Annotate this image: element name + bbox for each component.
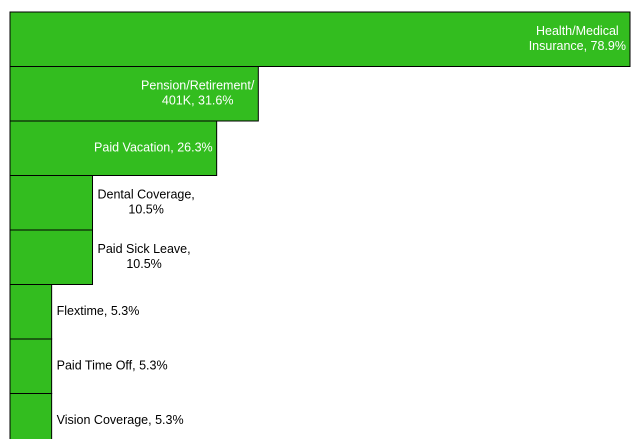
data-label: Vision Coverage, 5.3% — [57, 413, 184, 427]
bar — [9, 11, 631, 67]
bar — [9, 66, 259, 122]
data-label: Paid Vacation, 26.3% — [94, 141, 213, 155]
bar — [9, 393, 53, 439]
bar — [9, 120, 218, 176]
data-label: Paid Sick Leave, — [98, 242, 191, 256]
bar — [9, 338, 53, 394]
data-label: Health/Medical — [536, 24, 619, 38]
data-label: Insurance, 78.9% — [529, 39, 626, 53]
data-label: 401K, 31.6% — [162, 94, 234, 108]
bar — [9, 229, 94, 285]
data-label: Pension/Retirement/ — [141, 79, 255, 93]
data-label: Dental Coverage, — [98, 188, 195, 202]
data-label: Flextime, 5.3% — [57, 304, 140, 318]
bar — [9, 284, 53, 340]
data-label: 10.5% — [128, 203, 163, 217]
bar — [9, 175, 94, 231]
data-label: Paid Time Off, 5.3% — [57, 359, 168, 373]
data-label: 10.5% — [126, 257, 161, 271]
